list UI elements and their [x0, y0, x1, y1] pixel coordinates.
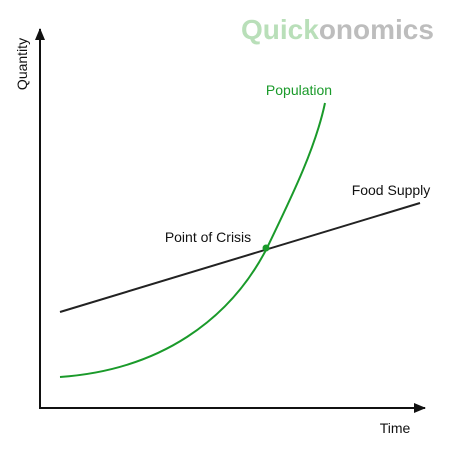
crisis-point — [262, 244, 270, 252]
population-label: Population — [266, 82, 332, 98]
food-supply-label: Food Supply — [352, 182, 431, 198]
brand-part: onomics — [319, 14, 434, 45]
x-axis-label: Time — [380, 420, 411, 436]
crisis-label: Point of Crisis — [165, 229, 251, 245]
brand: Quickonomics — [241, 14, 434, 45]
population-curve — [59, 102, 326, 378]
brand-part: Quick — [241, 14, 319, 45]
y-axis-label: Quantity — [14, 38, 30, 90]
food-supply-line — [59, 202, 421, 313]
